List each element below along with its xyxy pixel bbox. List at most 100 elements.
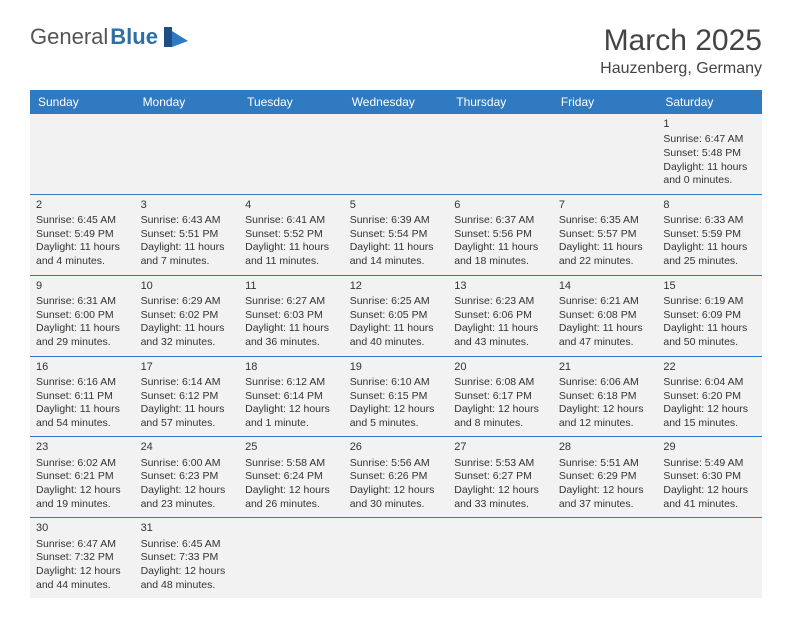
day-set: Sunset: 6:30 PM (663, 470, 756, 484)
day-set: Sunset: 5:57 PM (559, 228, 652, 242)
day-rise: Sunrise: 6:23 AM (454, 295, 547, 309)
day-set: Sunset: 6:14 PM (245, 390, 338, 404)
calendar-week: 1Sunrise: 6:47 AMSunset: 5:48 PMDaylight… (30, 114, 762, 194)
day-rise: Sunrise: 6:16 AM (36, 376, 129, 390)
day-day: Daylight: 12 hours and 37 minutes. (559, 484, 652, 511)
day-set: Sunset: 5:51 PM (141, 228, 234, 242)
day-rise: Sunrise: 6:10 AM (350, 376, 443, 390)
calendar-header-row: SundayMondayTuesdayWednesdayThursdayFrid… (30, 90, 762, 114)
calendar-day: 4Sunrise: 6:41 AMSunset: 5:52 PMDaylight… (239, 194, 344, 275)
day-number: 9 (36, 279, 129, 293)
day-day: Daylight: 11 hours and 47 minutes. (559, 322, 652, 349)
day-set: Sunset: 5:54 PM (350, 228, 443, 242)
day-number: 8 (663, 198, 756, 212)
calendar-day: 2Sunrise: 6:45 AMSunset: 5:49 PMDaylight… (30, 194, 135, 275)
day-set: Sunset: 7:32 PM (36, 551, 129, 565)
title-block: March 2025 Hauzenberg, Germany (600, 24, 762, 78)
calendar-day: 6Sunrise: 6:37 AMSunset: 5:56 PMDaylight… (448, 194, 553, 275)
day-number: 15 (663, 279, 756, 293)
day-number: 16 (36, 360, 129, 374)
day-rise: Sunrise: 6:47 AM (663, 133, 756, 147)
calendar-day: 8Sunrise: 6:33 AMSunset: 5:59 PMDaylight… (657, 194, 762, 275)
calendar-empty (239, 114, 344, 194)
day-day: Daylight: 11 hours and 4 minutes. (36, 241, 129, 268)
day-day: Daylight: 12 hours and 5 minutes. (350, 403, 443, 430)
day-day: Daylight: 12 hours and 41 minutes. (663, 484, 756, 511)
day-day: Daylight: 11 hours and 54 minutes. (36, 403, 129, 430)
day-rise: Sunrise: 6:25 AM (350, 295, 443, 309)
day-number: 13 (454, 279, 547, 293)
day-set: Sunset: 5:52 PM (245, 228, 338, 242)
day-set: Sunset: 7:33 PM (141, 551, 234, 565)
day-rise: Sunrise: 5:51 AM (559, 457, 652, 471)
day-day: Daylight: 11 hours and 32 minutes. (141, 322, 234, 349)
day-day: Daylight: 11 hours and 0 minutes. (663, 161, 756, 188)
calendar-day: 18 Sunrise: 6:12 AMSunset: 6:14 PMDayligh… (239, 356, 344, 437)
day-rise: Sunrise: 6:47 AM (36, 538, 129, 552)
weekday-header: Thursday (448, 90, 553, 114)
day-number: 19 (350, 360, 443, 374)
calendar-page: General Blue March 2025 Hauzenberg, Germ… (0, 0, 792, 622)
day-number: 5 (350, 198, 443, 212)
day-set: Sunset: 6:17 PM (454, 390, 547, 404)
weekday-header: Friday (553, 90, 658, 114)
day-number: 23 (36, 440, 129, 454)
calendar-day: 5Sunrise: 6:39 AMSunset: 5:54 PMDaylight… (344, 194, 449, 275)
day-set: Sunset: 6:08 PM (559, 309, 652, 323)
day-rise: Sunrise: 6:31 AM (36, 295, 129, 309)
day-set: Sunset: 6:23 PM (141, 470, 234, 484)
day-set: Sunset: 6:00 PM (36, 309, 129, 323)
day-number: 14 (559, 279, 652, 293)
calendar-empty (553, 518, 658, 598)
day-set: Sunset: 6:03 PM (245, 309, 338, 323)
day-number: 3 (141, 198, 234, 212)
day-rise: Sunrise: 6:12 AM (245, 376, 338, 390)
day-day: Daylight: 11 hours and 25 minutes. (663, 241, 756, 268)
day-day: Daylight: 11 hours and 11 minutes. (245, 241, 338, 268)
day-set: Sunset: 6:06 PM (454, 309, 547, 323)
calendar-week: 2Sunrise: 6:45 AMSunset: 5:49 PMDaylight… (30, 194, 762, 275)
day-rise: Sunrise: 6:45 AM (141, 538, 234, 552)
day-number: 27 (454, 440, 547, 454)
day-rise: Sunrise: 6:29 AM (141, 295, 234, 309)
calendar-day: 12 Sunrise: 6:25 AMSunset: 6:05 PMDayligh… (344, 275, 449, 356)
calendar-day: 26Sunrise: 5:56 AMSunset: 6:26 PMDayligh… (344, 437, 449, 518)
location-subtitle: Hauzenberg, Germany (600, 60, 762, 78)
calendar-day: 3Sunrise: 6:43 AMSunset: 5:51 PMDaylight… (135, 194, 240, 275)
day-rise: Sunrise: 6:43 AM (141, 214, 234, 228)
day-rise: Sunrise: 5:53 AM (454, 457, 547, 471)
day-rise: Sunrise: 6:08 AM (454, 376, 547, 390)
header: General Blue March 2025 Hauzenberg, Germ… (30, 24, 762, 78)
day-number: 1 (663, 117, 756, 131)
day-number: 18 (245, 360, 338, 374)
day-number: 6 (454, 198, 547, 212)
calendar-day: 22Sunrise: 6:04 AMSunset: 6:20 PMDayligh… (657, 356, 762, 437)
day-set: Sunset: 5:59 PM (663, 228, 756, 242)
day-day: Daylight: 11 hours and 14 minutes. (350, 241, 443, 268)
day-number: 12 (350, 279, 443, 293)
calendar-day: 16 Sunrise: 6:16 AMSunset: 6:11 PMDayligh… (30, 356, 135, 437)
day-rise: Sunrise: 6:04 AM (663, 376, 756, 390)
day-day: Daylight: 12 hours and 1 minute. (245, 403, 338, 430)
calendar-empty (344, 114, 449, 194)
brand-text-1: General (30, 24, 108, 50)
day-set: Sunset: 6:05 PM (350, 309, 443, 323)
month-title: March 2025 (600, 24, 762, 58)
day-day: Daylight: 11 hours and 40 minutes. (350, 322, 443, 349)
day-rise: Sunrise: 6:35 AM (559, 214, 652, 228)
calendar-empty (448, 114, 553, 194)
day-day: Daylight: 12 hours and 15 minutes. (663, 403, 756, 430)
calendar-body: 1Sunrise: 6:47 AMSunset: 5:48 PMDaylight… (30, 114, 762, 598)
day-set: Sunset: 5:56 PM (454, 228, 547, 242)
day-day: Daylight: 11 hours and 29 minutes. (36, 322, 129, 349)
weekday-header: Sunday (30, 90, 135, 114)
day-set: Sunset: 5:49 PM (36, 228, 129, 242)
day-day: Daylight: 11 hours and 22 minutes. (559, 241, 652, 268)
brand-logo: General Blue (30, 24, 190, 50)
day-rise: Sunrise: 6:37 AM (454, 214, 547, 228)
brand-text-2: Blue (110, 24, 158, 50)
day-set: Sunset: 6:11 PM (36, 390, 129, 404)
day-set: Sunset: 6:12 PM (141, 390, 234, 404)
day-set: Sunset: 6:27 PM (454, 470, 547, 484)
calendar-empty (553, 114, 658, 194)
